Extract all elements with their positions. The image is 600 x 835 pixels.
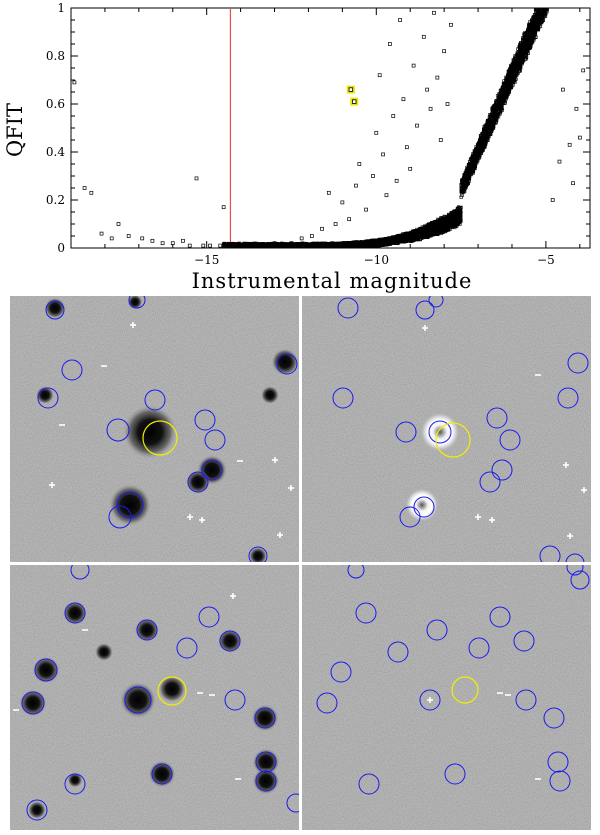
main-locus xyxy=(222,8,549,248)
data-point xyxy=(459,195,463,199)
data-point xyxy=(536,28,541,32)
plot-frame xyxy=(70,7,591,249)
data-point xyxy=(460,193,464,198)
qfit-scatter-plot: −15 −10 −500.20.40.60.81 Instrumental magn… xyxy=(3,1,591,293)
plot-marks xyxy=(72,8,586,248)
